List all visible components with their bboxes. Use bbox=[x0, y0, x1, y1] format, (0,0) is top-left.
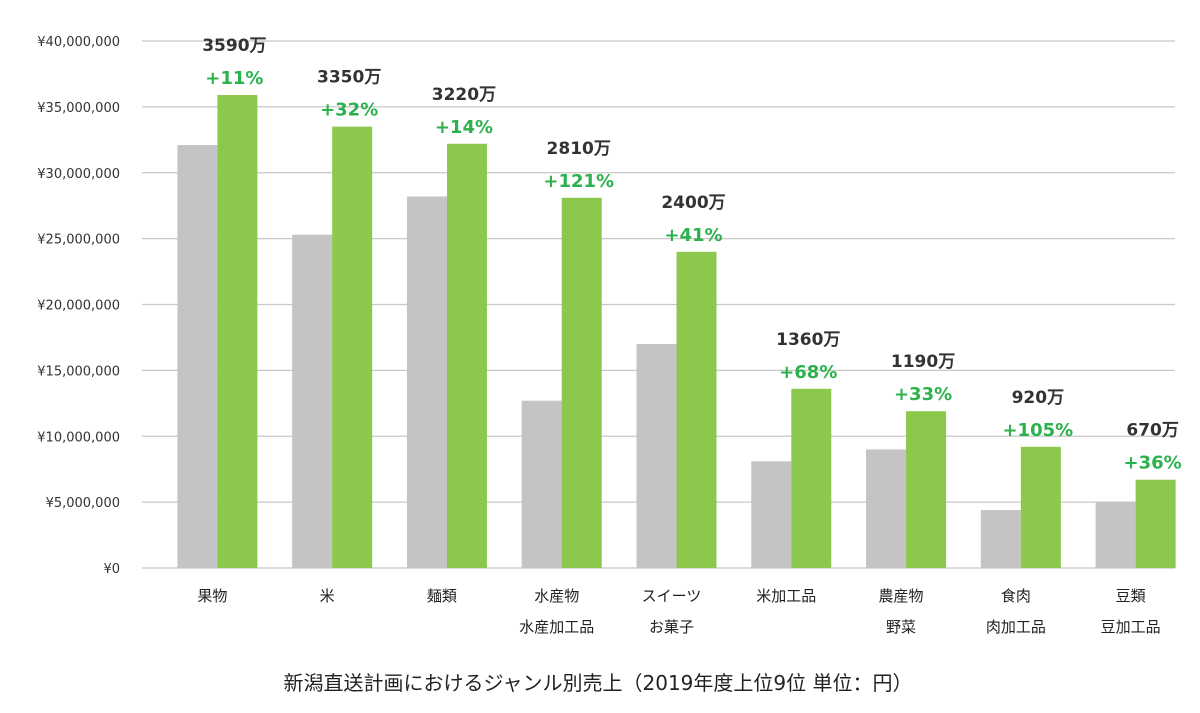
growth-label: +121% bbox=[543, 171, 614, 192]
category-label: 米加工品 bbox=[756, 587, 816, 605]
category-label: 肉加工品 bbox=[986, 618, 1046, 636]
bar-2019 bbox=[676, 251, 717, 569]
bar-2018 bbox=[636, 344, 677, 568]
bar-2018 bbox=[980, 510, 1021, 568]
value-label: 1190万 bbox=[891, 352, 955, 372]
bar-value-labels: 3590万 +11% 3350万 +32% 3220万 +14% 2810万 +121% 240… bbox=[202, 36, 1181, 474]
y-tick-label: ¥5,000,000 bbox=[46, 496, 120, 511]
growth-label: +36% bbox=[1124, 453, 1182, 474]
category-label: 麺類 bbox=[427, 587, 457, 605]
bar-2019 bbox=[791, 388, 832, 568]
bars bbox=[177, 95, 1176, 569]
y-tick-label: ¥30,000,000 bbox=[37, 167, 120, 182]
category-label: 水産物 bbox=[534, 587, 579, 605]
bar-2019 bbox=[906, 411, 947, 568]
value-label: 3220万 bbox=[432, 85, 496, 105]
category-label: お菓子 bbox=[649, 618, 694, 636]
growth-label: +33% bbox=[894, 384, 952, 405]
bar-2019 bbox=[1020, 446, 1061, 568]
category-label: スイーツ bbox=[642, 587, 702, 605]
value-label: 1360万 bbox=[776, 330, 840, 350]
y-axis: ¥0 ¥5,000,000 ¥10,000,000 ¥15,000,000 ¥20,00… bbox=[37, 35, 120, 577]
category-label: 豆加工品 bbox=[1101, 618, 1161, 636]
value-label: 670万 bbox=[1126, 421, 1179, 441]
value-label: 2810万 bbox=[547, 139, 611, 159]
growth-label: +68% bbox=[779, 362, 837, 383]
category-label: 米 bbox=[320, 587, 335, 605]
bar-2018 bbox=[866, 449, 907, 568]
growth-label: +41% bbox=[664, 225, 722, 246]
chart-title: 新潟直送計画におけるジャンル別売上（2019年度上位9位 単位：円） bbox=[284, 671, 913, 695]
category-label: 食肉 bbox=[1001, 587, 1031, 605]
y-tick-label: ¥10,000,000 bbox=[37, 430, 120, 445]
bar-2019 bbox=[1135, 479, 1176, 568]
bar-2019 bbox=[332, 126, 373, 568]
y-tick-label: ¥20,000,000 bbox=[37, 299, 120, 314]
y-tick-label: ¥40,000,000 bbox=[37, 35, 120, 50]
bar-2018 bbox=[751, 461, 792, 568]
y-tick-label: ¥25,000,000 bbox=[37, 233, 120, 248]
y-tick-label: ¥35,000,000 bbox=[37, 101, 120, 116]
category-label: 農産物 bbox=[879, 587, 924, 605]
growth-label: +11% bbox=[205, 68, 263, 89]
bar-2018 bbox=[521, 400, 562, 568]
bar-2018 bbox=[292, 234, 333, 569]
bar-2018 bbox=[177, 145, 218, 568]
value-label: 920万 bbox=[1012, 388, 1065, 408]
bar-2019 bbox=[217, 95, 258, 568]
growth-label: +14% bbox=[435, 117, 493, 138]
bar-2019 bbox=[561, 197, 602, 568]
value-label: 3590万 bbox=[202, 36, 266, 56]
category-label: 水産加工品 bbox=[519, 618, 594, 636]
bar-2018 bbox=[406, 196, 447, 568]
value-label: 2400万 bbox=[661, 193, 725, 213]
category-label: 野菜 bbox=[886, 618, 916, 636]
category-label: 果物 bbox=[197, 587, 227, 605]
value-label: 3350万 bbox=[317, 68, 381, 88]
y-tick-label: ¥0 bbox=[103, 562, 120, 577]
bar-2018 bbox=[1095, 502, 1136, 568]
y-tick-label: ¥15,000,000 bbox=[37, 364, 120, 379]
bar-2019 bbox=[446, 143, 487, 568]
category-label: 豆類 bbox=[1116, 587, 1146, 605]
growth-label: +105% bbox=[1002, 420, 1073, 441]
growth-label: +32% bbox=[320, 100, 378, 121]
